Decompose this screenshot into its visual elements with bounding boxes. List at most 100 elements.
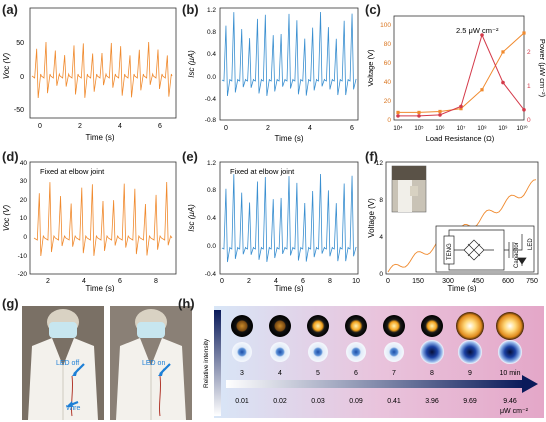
panel-h-side-label: Relative intensity xyxy=(203,338,210,388)
panel-a-xtick: 4 xyxy=(118,123,122,130)
panel-h-power-row: 0.01 0.02 0.03 0.09 0.41 3.96 9.69 9.46 xyxy=(235,398,517,405)
panel-d-ylabel: Voc (V) xyxy=(2,204,11,231)
panel-h-power: 9.69 xyxy=(463,398,477,405)
panel-e-xtick: 2 xyxy=(247,278,251,285)
panel-h-time: 3 xyxy=(240,370,244,377)
power-point xyxy=(480,33,484,37)
panel-f-ytick: 4 xyxy=(379,234,383,241)
voltage-point xyxy=(417,110,421,115)
panel-e-ytick: 0.0 xyxy=(207,243,216,250)
panel-f-inset-photo xyxy=(391,165,427,213)
power-point xyxy=(501,80,505,85)
panel-c-xtick: 10⁶ xyxy=(435,125,445,132)
panel-c-ytick-left: 100 xyxy=(380,22,391,29)
panel-d-frame xyxy=(29,161,177,275)
panel-c-label: (c) xyxy=(365,2,381,17)
panel-f-ytick: 0 xyxy=(379,271,383,278)
panel-h-power: 0.03 xyxy=(311,398,325,405)
panel-c-frame xyxy=(393,15,525,121)
panel-a-ytick: -50 xyxy=(14,107,24,114)
panel-d-xtick: 8 xyxy=(154,278,158,285)
voltage-line xyxy=(398,32,525,113)
panel-h-time: 9 xyxy=(468,370,472,377)
panel-h-power: 0.01 xyxy=(235,398,249,405)
blue-spot xyxy=(458,340,482,364)
panel-a-xlabel: Time (s) xyxy=(85,133,114,142)
panel-f-xtick: 600 xyxy=(502,278,514,285)
panel-h-arrow-bar xyxy=(226,380,524,388)
panel-d-xtick: 4 xyxy=(82,278,86,285)
panel-c-lines xyxy=(396,31,526,118)
panel-c-ylabel-left: Voltage (V) xyxy=(366,49,375,87)
panel-d-trace xyxy=(33,181,173,257)
panel-h-blue-row xyxy=(232,340,522,364)
panel-c-xtick: 10⁴ xyxy=(393,125,403,132)
panel-e-note: Fixed at elbow joint xyxy=(230,167,295,176)
panel-c-ytick-left: 40 xyxy=(384,79,392,86)
power-point xyxy=(522,108,526,112)
panel-h-power: 0.41 xyxy=(387,398,401,405)
panel-f-xtick: 0 xyxy=(386,278,390,285)
panel-a-chart: 50 0 -50 0 2 4 6 Time (s) Voc (V) xyxy=(2,7,177,142)
panel-d-label: (d) xyxy=(2,149,19,164)
panel-b-label: (b) xyxy=(182,2,199,17)
panel-h-power: 9.46 xyxy=(503,398,517,405)
panel-e-xtick: 10 xyxy=(352,278,360,285)
panel-b-xtick: 6 xyxy=(350,125,354,132)
panel-g-wire-label: Wire xyxy=(66,405,80,412)
panel-h-power: 0.09 xyxy=(349,398,363,405)
panel-h-power: 0.02 xyxy=(273,398,287,405)
panel-e-xtick: 0 xyxy=(220,278,224,285)
power-line xyxy=(398,33,525,117)
voltage-point xyxy=(459,107,463,111)
blue-spot xyxy=(420,340,444,364)
panel-f-ytick: 8 xyxy=(379,197,383,204)
glow-spot xyxy=(421,315,443,337)
panel-f-xlabel: Time (s) xyxy=(447,284,476,292)
panel-h-intensity-bar xyxy=(214,310,221,416)
panel-h-time: 4 xyxy=(278,370,282,377)
panel-d-xlabel: Time (s) xyxy=(85,284,114,292)
panel-a-ytick: 50 xyxy=(16,40,24,47)
panel-f-label: (f) xyxy=(365,149,378,164)
panel-c-ytick-left: 20 xyxy=(384,98,392,105)
panel-f-circuit xyxy=(435,225,535,273)
panel-a-frame xyxy=(29,7,177,119)
panel-b-ytick: 0.0 xyxy=(207,74,216,81)
trace-line xyxy=(221,11,357,97)
panel-c-xtick: 10¹⁰ xyxy=(516,125,528,132)
panel-f-chart: 0 4 8 12 0 150 300 450 600 750 Time (s) … xyxy=(367,160,539,292)
panel-h-time: 7 xyxy=(392,370,396,377)
panel-d-ytick: 30 xyxy=(20,178,28,185)
glow-spot xyxy=(307,315,329,337)
panel-h-glow-row xyxy=(231,312,524,340)
panel-b-ytick: -0.4 xyxy=(205,96,217,103)
panel-g-photo-right xyxy=(110,306,192,420)
power-point xyxy=(459,104,463,109)
panel-a-ytick: 0 xyxy=(20,74,24,81)
voltage-point xyxy=(396,110,400,115)
glow-spot xyxy=(345,315,367,337)
panel-b-xlabel: Time (s) xyxy=(274,134,303,143)
blue-spot xyxy=(346,342,366,362)
panel-e-trace xyxy=(221,173,357,263)
panel-f-circuit-led: LED xyxy=(528,238,534,250)
trace-line xyxy=(33,181,173,257)
panel-e-ytick: 0.4 xyxy=(207,215,216,222)
panel-h-label: (h) xyxy=(178,296,195,311)
panel-c-xtick: 10⁸ xyxy=(477,125,487,132)
panel-d-ytick: 20 xyxy=(20,197,28,204)
panel-a-trace xyxy=(31,41,173,99)
panel-c-xtick: 10⁷ xyxy=(457,125,466,132)
panel-a-xtick: 6 xyxy=(158,123,162,130)
panel-c-xlabel: Load Resistance (Ω) xyxy=(426,134,495,143)
panel-c-ytick-left: 0 xyxy=(387,117,391,124)
panel-b-xtick: 0 xyxy=(224,125,228,132)
power-point xyxy=(438,113,442,117)
panel-f-frame xyxy=(385,161,539,275)
blue-spot xyxy=(384,342,404,362)
power-point xyxy=(417,114,421,118)
panel-b-ytick: 1.2 xyxy=(207,7,216,14)
panel-d-chart: -20 -10 0 10 20 30 40 2 4 6 8 Time (s) V… xyxy=(2,160,177,292)
panel-h-unit: μW cm⁻² xyxy=(500,408,529,415)
